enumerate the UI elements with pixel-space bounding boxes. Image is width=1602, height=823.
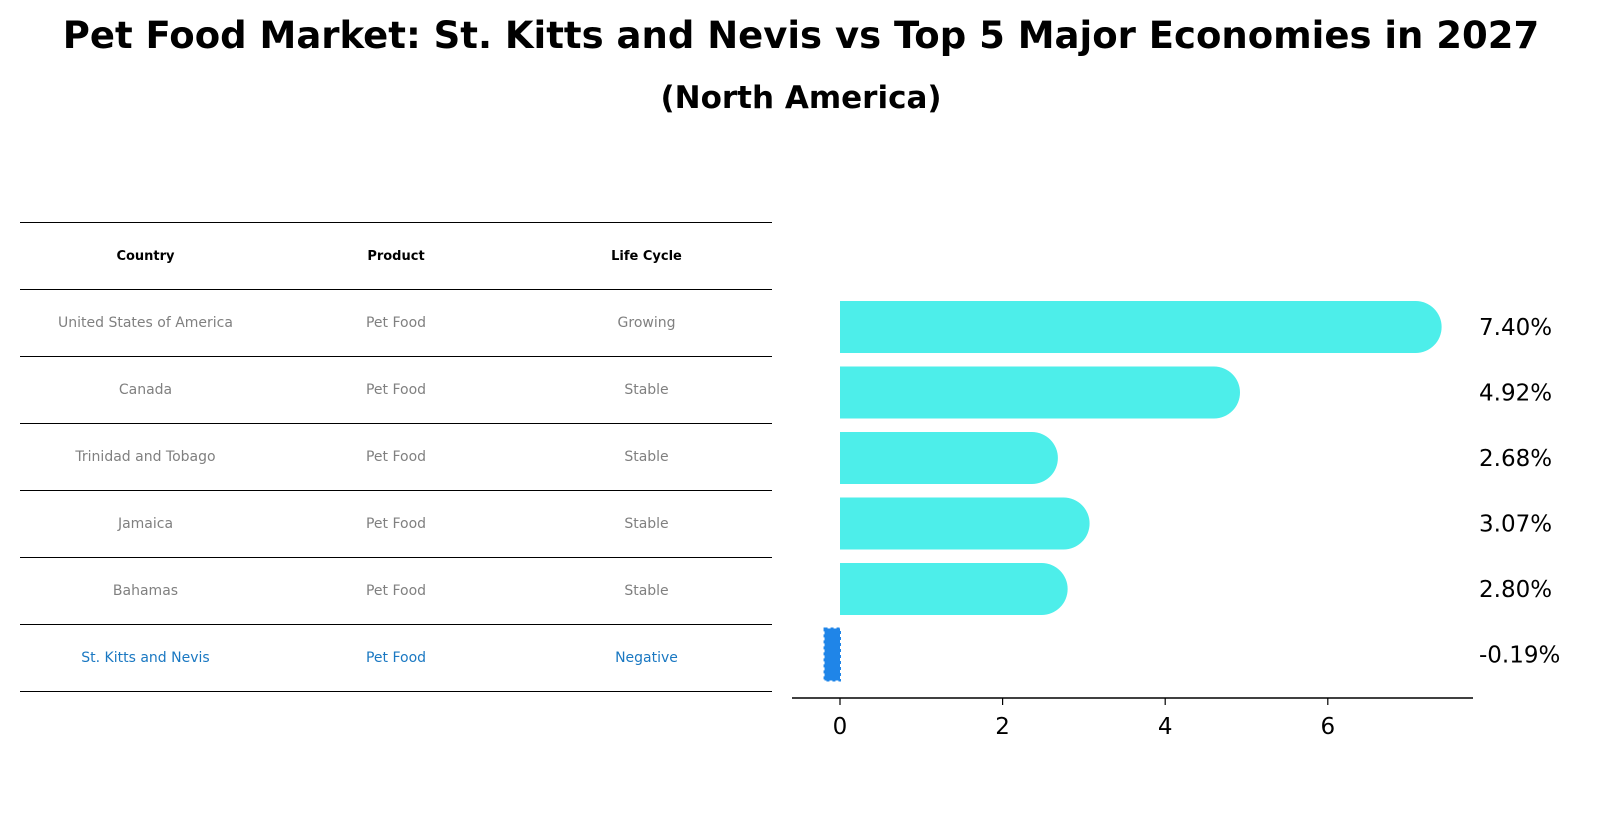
table-row: United States of America Pet Food Growin…: [20, 289, 772, 356]
x-tick-label: 0: [833, 714, 848, 740]
bar: [840, 366, 1240, 419]
cell-country: Jamaica: [117, 516, 174, 532]
data-table: Country Product Life Cycle United States…: [20, 222, 772, 692]
chart-title: Pet Food Market: St. Kitts and Nevis vs …: [62, 14, 1540, 57]
cell-country: Bahamas: [112, 583, 179, 599]
cell-life-cycle: Stable: [624, 583, 669, 599]
x-tick-label: 2: [995, 714, 1010, 740]
data-label: 4.92%: [1479, 381, 1552, 407]
header-product: Product: [367, 248, 425, 264]
data-label: 3.07%: [1479, 512, 1552, 538]
data-label: 7.40%: [1479, 315, 1552, 341]
header-country: Country: [116, 248, 175, 264]
table-row: Trinidad and Tobago Pet Food Stable: [20, 423, 772, 490]
bar: [840, 432, 1058, 484]
x-tick-label: 6: [1320, 714, 1335, 740]
cell-product: Pet Food: [365, 516, 427, 532]
table-row: Canada Pet Food Stable: [20, 356, 772, 423]
cell-life-cycle: Growing: [617, 315, 676, 331]
cell-country: St. Kitts and Nevis: [81, 650, 210, 666]
bar-negative: [823, 627, 841, 682]
cell-life-cycle: Negative: [615, 650, 678, 666]
data-label: 2.80%: [1479, 577, 1552, 603]
table-header-row: Country Product Life Cycle: [20, 222, 772, 289]
chart-subtitle: (North America): [660, 80, 942, 116]
bar: [840, 301, 1442, 353]
cell-product: Pet Food: [365, 315, 427, 331]
cell-country: United States of America: [58, 315, 233, 331]
cell-product: Pet Food: [365, 650, 427, 666]
cell-life-cycle: Stable: [624, 382, 669, 398]
cell-product: Pet Food: [365, 583, 427, 599]
data-label: -0.19%: [1479, 643, 1560, 669]
table-row-highlighted: St. Kitts and Nevis Pet Food Negative: [20, 624, 772, 692]
header-life-cycle: Life Cycle: [611, 248, 682, 264]
table-row: Bahamas Pet Food Stable: [20, 557, 772, 624]
cell-product: Pet Food: [365, 449, 427, 465]
data-label: 2.68%: [1479, 446, 1552, 472]
table-row: Jamaica Pet Food Stable: [20, 490, 772, 557]
cell-country: Trinidad and Tobago: [75, 449, 216, 465]
cell-product: Pet Food: [365, 382, 427, 398]
x-tick-label: 4: [1158, 714, 1173, 740]
bar: [840, 563, 1068, 615]
cell-life-cycle: Stable: [624, 449, 669, 465]
cell-country: Canada: [118, 382, 173, 398]
cell-life-cycle: Stable: [624, 516, 669, 532]
bar: [840, 497, 1090, 550]
